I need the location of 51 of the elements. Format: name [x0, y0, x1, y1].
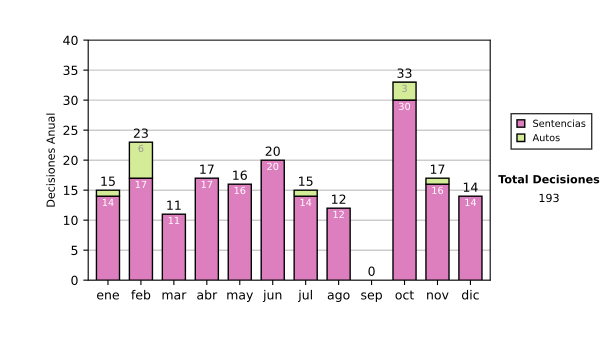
x-tick-label: ene	[97, 292, 119, 300]
x-tick-label: jun	[262, 290, 282, 302]
y-tick-label: 15	[64, 186, 78, 196]
data-label: 16	[432, 186, 444, 194]
data-label: 6	[138, 144, 144, 152]
legend-label: Sentencias	[533, 119, 586, 128]
y-tick-label: 10	[64, 216, 78, 226]
y-tick-label: 35	[64, 66, 78, 76]
total-label: 12	[332, 194, 346, 204]
data-label: 17	[202, 180, 212, 188]
total-label: 20	[266, 146, 280, 156]
total-label: 15	[299, 176, 313, 186]
total-label: 0	[368, 266, 375, 276]
x-tick-label: mar	[162, 292, 186, 300]
x-tick-label: sep	[361, 292, 382, 302]
data-label: 17	[136, 180, 146, 188]
text: 193	[540, 194, 559, 202]
y-tick-label: 0	[71, 276, 78, 286]
data-label: 3	[402, 84, 407, 92]
data-label: 14	[102, 198, 114, 206]
data-label: 14	[465, 198, 476, 206]
total-label: 14	[464, 182, 478, 192]
x-tick-label: nov	[427, 292, 449, 300]
x-tick-label: may	[227, 292, 254, 302]
y-tick-label: 20	[63, 156, 78, 166]
x-tick-label: ago	[328, 292, 350, 302]
y-axis-title: Decisiones Anual	[46, 114, 55, 207]
data-label: 30	[399, 102, 410, 110]
data-label: 16	[234, 186, 246, 194]
data-label: 14	[300, 198, 312, 206]
y-tick-label: 5	[71, 246, 78, 256]
x-tick-label: jul	[298, 290, 312, 302]
total-label: 11	[167, 200, 181, 210]
y-tick-label: 40	[63, 36, 78, 46]
total-label: 17	[200, 164, 214, 174]
total-label: 17	[430, 164, 444, 174]
data-label: 12	[334, 210, 344, 218]
total-label: 23	[134, 128, 148, 138]
y-tick-label: 30	[64, 96, 78, 106]
x-tick-label: abr	[197, 290, 218, 300]
y-tick-label: 25	[63, 126, 78, 136]
x-tick-label: oct	[396, 290, 414, 300]
legend-label: Autos	[532, 134, 560, 142]
total-label: 15	[101, 176, 115, 186]
x-tick-label: dic	[462, 290, 479, 300]
data-label: 20	[267, 162, 278, 170]
text: Total Decisiones	[498, 174, 600, 184]
data-label: 11	[168, 216, 180, 224]
x-tick-label: feb	[131, 290, 150, 300]
total-label: 33	[398, 68, 412, 78]
total-label: 16	[233, 170, 247, 180]
